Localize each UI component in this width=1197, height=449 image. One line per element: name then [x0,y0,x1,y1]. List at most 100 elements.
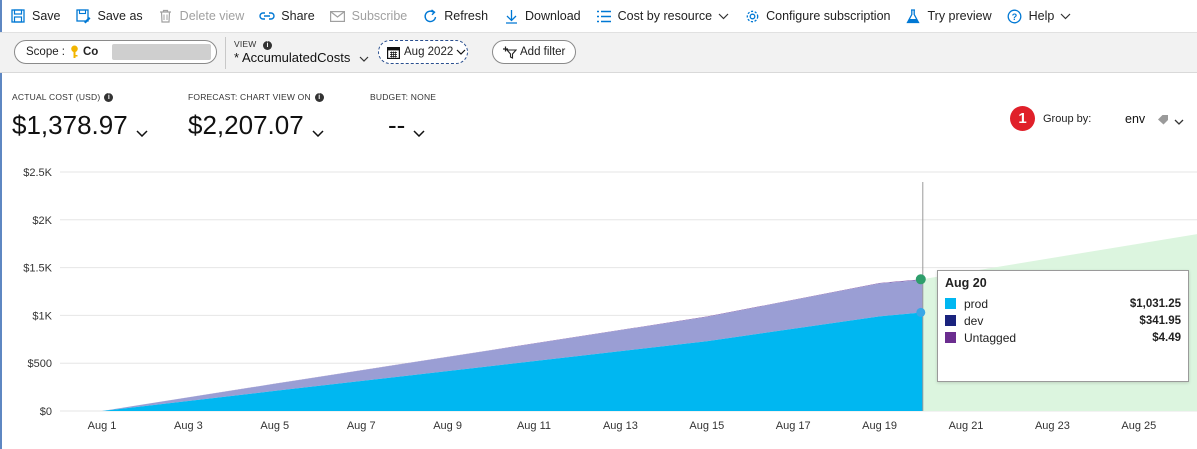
chevron-down-icon [1174,112,1184,129]
x-tick-label: Aug 3 [174,420,203,432]
budget-kpi: BUDGET: NONE -- [370,92,436,144]
refresh-button[interactable]: Refresh [422,0,488,33]
date-range-value: Aug 2022 [404,46,454,58]
refresh-label: Refresh [444,9,489,23]
envelope-icon [330,8,346,24]
forecast-value: $2,207.07 [188,110,304,140]
tooltip-row-untagged: Untagged $4.49 [945,329,1181,346]
info-icon[interactable]: i [104,92,114,102]
add-filter-icon [502,46,517,59]
x-tick-label: Aug 23 [1035,420,1070,432]
tooltip-series-amount: $341.95 [1139,314,1181,327]
y-tick-label: $1K [32,310,52,322]
hover-point-prod [916,307,926,317]
budget-label: BUDGET: NONE [370,92,437,102]
download-button[interactable]: Download [503,0,581,33]
key-icon [70,45,79,59]
share-button[interactable]: Share [259,0,315,33]
y-tick-label: $500 [28,358,52,370]
tag-icon [1157,112,1170,129]
actual-cost-value: $1,378.97 [12,110,128,140]
flask-icon [905,8,921,24]
actual-cost-selector[interactable]: $1,378.97 [12,107,148,144]
actual-cost-label: ACTUAL COST (USD) [12,92,101,102]
group-by-value[interactable]: env [1125,112,1146,126]
legend-swatch-untagged [945,332,956,343]
save-as-icon [76,8,92,24]
series-area-dev [102,279,923,411]
x-tick-label: Aug 11 [517,420,551,432]
y-tick-label: $2K [32,215,52,227]
forecast-label: FORECAST: CHART VIEW ON [188,92,311,102]
y-tick-label: $1.5K [23,263,52,275]
chevron-down-icon [312,113,324,144]
view-label: VIEW i [234,39,273,50]
configure-subscription-label: Configure subscription [766,9,891,23]
info-icon[interactable]: i [263,41,273,50]
try-preview-button[interactable]: Try preview [905,0,992,33]
forecast-selector[interactable]: $2,207.07 [188,107,324,144]
save-as-label: Save as [97,9,143,23]
calendar-icon [387,46,400,59]
trash-icon [158,8,174,24]
group-by-selector[interactable] [1157,112,1184,130]
view-selector[interactable]: * AccumulatedCosts [234,50,369,65]
cost-by-resource-button[interactable]: Cost by resource [596,0,729,33]
date-range-pill[interactable]: Aug 2022 [378,40,468,64]
try-preview-label: Try preview [927,9,992,23]
x-tick-label: Aug 5 [260,420,289,432]
filter-bar: Scope : Co VIEW i * AccumulatedCosts Aug… [0,33,1197,73]
info-icon[interactable]: i [314,92,324,102]
legend-swatch-prod [945,298,956,309]
x-tick-label: Aug 19 [862,420,897,432]
subscribe-label: Subscribe [351,9,408,23]
floppy-disk-icon [10,8,26,24]
cost-by-resource-label: Cost by resource [617,9,713,23]
group-by-label: Group by: [1043,113,1092,125]
window-left-edge [0,0,2,449]
share-label: Share [281,9,315,23]
tooltip-row-dev: dev $341.95 [945,312,1181,329]
x-tick-label: Aug 13 [603,420,638,432]
y-tick-label: $0 [40,406,52,418]
actual-cost-kpi: ACTUAL COST (USD) i $1,378.97 [12,92,148,144]
subscribe-button[interactable]: Subscribe [330,0,408,33]
svg-text:?: ? [1012,12,1018,22]
tooltip-date: Aug 20 [945,276,987,290]
save-as-button[interactable]: Save as [76,0,143,33]
scope-pill[interactable]: Scope : Co [14,40,217,64]
x-tick-label: Aug 1 [88,420,117,432]
chevron-down-icon [413,113,425,144]
tooltip-series-amount: $4.49 [1152,331,1181,344]
add-filter-button[interactable]: Add filter [492,40,576,64]
add-filter-label: Add filter [520,46,566,58]
chevron-down-icon [718,9,729,23]
save-button[interactable]: Save [10,0,61,33]
help-question-icon: ? [1007,8,1023,24]
chart-tooltip: Aug 20 prod $1,031.25 dev $341.95 Untagg… [937,270,1189,382]
refresh-icon [422,8,438,24]
command-bar: Save Save as Delete view Share Subscribe… [0,0,1197,33]
save-label: Save [32,9,61,23]
help-button[interactable]: ? Help [1007,0,1072,33]
share-link-icon [259,8,275,24]
download-arrow-icon [503,8,519,24]
tooltip-series-name: dev [964,313,984,328]
x-tick-label: Aug 7 [347,420,376,432]
delete-view-label: Delete view [179,9,245,23]
x-tick-label: Aug 9 [433,420,462,432]
legend-swatch-dev [945,315,956,326]
delete-view-button[interactable]: Delete view [158,0,245,33]
hover-point-total [915,274,926,285]
x-tick-label: Aug 15 [689,420,724,432]
gear-icon [744,8,760,24]
configure-subscription-button[interactable]: Configure subscription [744,0,890,33]
chevron-down-icon [136,113,148,144]
filter-divider [225,37,226,69]
budget-selector[interactable]: -- [370,107,436,144]
forecast-kpi: FORECAST: CHART VIEW ON i $2,207.07 [188,92,324,144]
x-tick-label: Aug 25 [1121,420,1156,432]
callout-badge: 1 [1010,106,1035,131]
chevron-down-icon [1060,9,1071,23]
chevron-down-icon [456,49,466,55]
